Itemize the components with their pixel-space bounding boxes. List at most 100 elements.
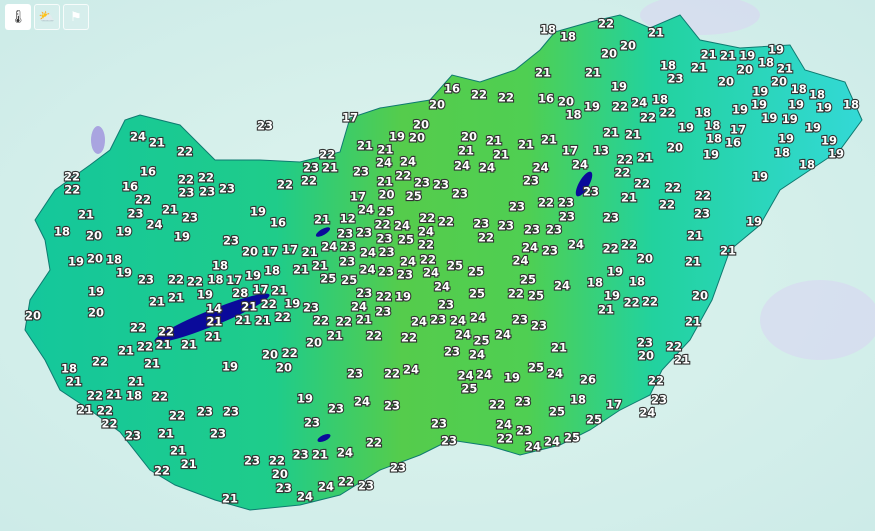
temperature-label: 19 — [607, 265, 623, 279]
temperature-label: 21 — [687, 229, 703, 243]
temperature-label: 25 — [378, 205, 394, 219]
temperature-label: 24 — [450, 314, 466, 328]
temperature-label: 20 — [413, 118, 429, 132]
temperature-label: 19 — [116, 266, 132, 280]
temperature-label: 19 — [732, 103, 748, 117]
temperature-label: 23 — [127, 207, 143, 221]
temperature-label: 21 — [357, 139, 373, 153]
temperature-label: 22 — [366, 436, 382, 450]
temperature-label: 22 — [97, 403, 113, 417]
temperature-label: 23 — [414, 176, 430, 190]
temperature-label: 23 — [375, 305, 391, 319]
temperature-label: 22 — [659, 198, 675, 212]
temperature-label: 26 — [580, 373, 596, 387]
temperature-label: 19 — [611, 80, 627, 94]
temperature-label: 19 — [678, 121, 694, 135]
temperature-label: 23 — [293, 448, 309, 462]
temperature-label: 21 — [685, 255, 701, 269]
temperature-label: 22 — [478, 231, 494, 245]
temperature-label: 22 — [261, 297, 277, 311]
temperature-label: 25 — [528, 289, 544, 303]
temperature-label: 21 — [327, 329, 343, 343]
temperature-label: 23 — [558, 196, 574, 210]
temperature-label: 18 — [706, 132, 722, 146]
temperature-label: 24 — [423, 266, 439, 280]
temperature-label: 25 — [469, 287, 485, 301]
temperature-label: 22 — [177, 145, 193, 159]
temperature-label: 18 — [695, 106, 711, 120]
velence-lake — [315, 227, 331, 237]
temperature-label: 23 — [376, 232, 392, 246]
temperature-label: 22 — [603, 242, 619, 256]
temperature-label: 24 — [568, 238, 584, 252]
temperature-label: 21 — [312, 259, 328, 273]
temperature-label: 24 — [358, 203, 374, 217]
temperature-label: 21 — [621, 190, 637, 204]
temperature-label: 21 — [322, 161, 338, 175]
weather-button[interactable]: ⛅ — [34, 4, 60, 30]
temperature-label: 18 — [774, 145, 790, 159]
temperature-label: 18 — [843, 98, 859, 112]
temperature-label: 22 — [338, 475, 354, 489]
temperature-label: 21 — [106, 388, 122, 402]
temperature-label: 22 — [366, 329, 382, 343]
temperature-label: 24 — [418, 225, 434, 239]
temperature-label: 19 — [751, 98, 767, 112]
temperature-label: 24 — [400, 255, 416, 269]
temperature-label: 23 — [303, 161, 319, 175]
temperature-label: 24 — [434, 280, 450, 294]
temperature-label: 18 — [54, 225, 70, 239]
temperature-button[interactable]: 🌡 — [5, 4, 31, 30]
temperature-label: 22 — [384, 367, 400, 381]
temperature-label: 23 — [637, 336, 653, 350]
temperature-label: 21 — [720, 244, 736, 258]
temperature-label: 24 — [337, 446, 353, 460]
temperature-label: 24 — [469, 348, 485, 362]
temperature-label: 22 — [659, 106, 675, 120]
temperature-label: 22 — [418, 238, 434, 252]
flag-button[interactable]: ⚑ — [63, 4, 89, 30]
temperature-label: 21 — [77, 403, 93, 417]
temperature-label: 21 — [118, 344, 134, 358]
temperature-label: 19 — [782, 112, 798, 126]
temperature-label: 22 — [275, 310, 291, 324]
temperature-label: 22 — [598, 17, 614, 31]
temperature-label: 17 — [342, 111, 358, 125]
temperature-label: 21 — [302, 245, 318, 259]
temperature-label: 24 — [547, 367, 563, 381]
temperature-label: 22 — [634, 177, 650, 191]
temperature-label: 23 — [276, 481, 292, 495]
temperature-label: 19 — [88, 285, 104, 299]
temperature-label: 18 — [565, 108, 581, 122]
temperature-label: 24 — [544, 435, 560, 449]
temperature-label: 24 — [512, 254, 528, 268]
temperature-label: 14 — [206, 301, 222, 315]
temperature-label: 22 — [497, 432, 513, 446]
temperature-label: 22 — [419, 211, 435, 225]
temperature-label: 24 — [146, 217, 162, 231]
temperature-label: 16 — [538, 92, 554, 106]
temperature-label: 24 — [458, 369, 474, 383]
temperature-label: 21 — [585, 66, 601, 80]
temperature-label: 21 — [271, 283, 287, 297]
temperature-label: 23 — [452, 187, 468, 201]
temperature-label: 19 — [604, 289, 620, 303]
temperature-label: 16 — [270, 216, 286, 230]
temperature-label: 23 — [356, 286, 372, 300]
temperature-label: 21 — [493, 148, 509, 162]
temperature-label: 17 — [350, 190, 366, 204]
temperature-label: 23 — [498, 219, 514, 233]
temperature-label: 23 — [347, 367, 363, 381]
temperature-label: 19 — [752, 84, 768, 98]
temperature-label: 23 — [378, 265, 394, 279]
temperature-label: 23 — [379, 245, 395, 259]
temperature-label: 25 — [461, 382, 477, 396]
temperature-label: 22 — [87, 389, 103, 403]
temperature-label: 23 — [473, 217, 489, 231]
temperature-label: 22 — [336, 315, 352, 329]
temperature-label: 22 — [137, 340, 153, 354]
temperature-label: 24 — [470, 311, 486, 325]
temperature-label: 21 — [625, 128, 641, 142]
temperature-label: 19 — [752, 170, 768, 184]
